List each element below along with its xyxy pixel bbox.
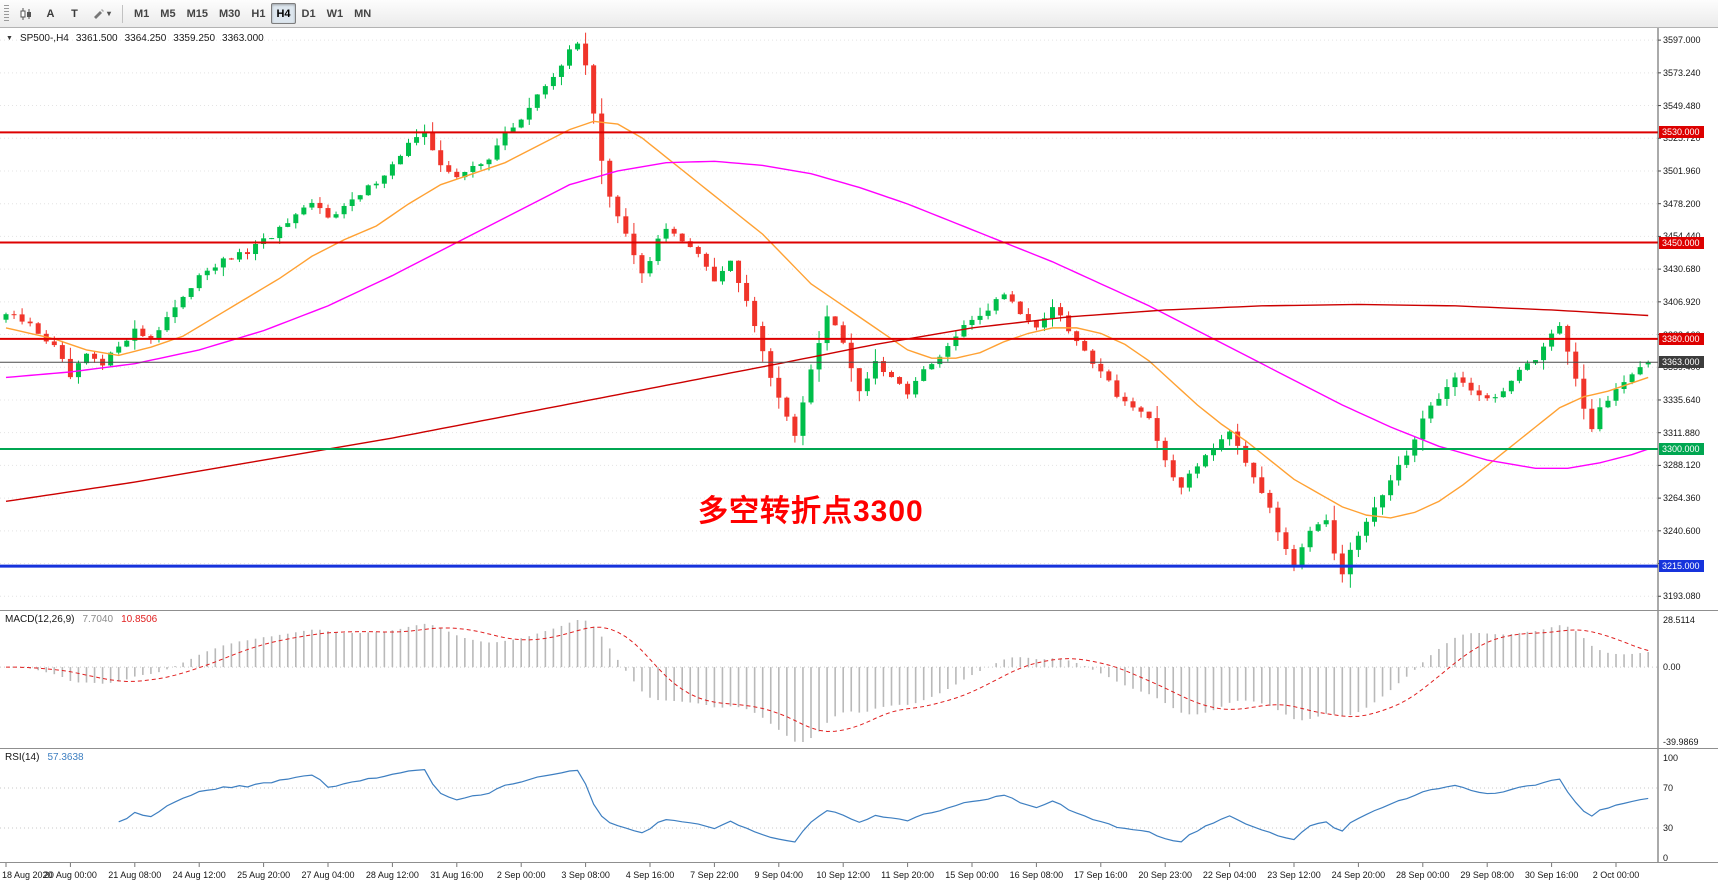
time-label: 31 Aug 16:00 [430, 870, 484, 880]
time-label: 23 Sep 12:00 [1267, 870, 1321, 880]
chevron-down-icon: ▾ [107, 9, 112, 18]
text-tool-button[interactable]: T [63, 3, 86, 24]
time-label: 18 Aug 2020 [2, 870, 53, 880]
time-label: 28 Sep 00:00 [1396, 870, 1450, 880]
time-label: 24 Aug 12:00 [172, 870, 226, 880]
time-label: 22 Sep 04:00 [1202, 870, 1257, 880]
price-gridlines [0, 39, 1658, 597]
time-label: 25 Aug 20:00 [237, 870, 291, 880]
pencil-icon [94, 9, 104, 19]
time-label: 30 Sep 16:00 [1524, 870, 1579, 880]
time-label: 9 Sep 04:00 [754, 870, 804, 880]
moving-average-medium[interactable] [5, 160, 1649, 470]
time-label: 17 Sep 16:00 [1074, 870, 1128, 880]
panel-splitter-macd[interactable] [0, 610, 1718, 611]
time-axis-border [0, 862, 1718, 863]
moving-average-fast[interactable] [5, 120, 1649, 519]
time-label: 27 Aug 04:00 [301, 870, 355, 880]
time-label: 3 Sep 08:00 [561, 870, 610, 880]
time-label: 16 Sep 08:00 [1009, 870, 1064, 880]
time-label: 11 Sep 20:00 [881, 870, 935, 880]
time-label: 28 Aug 12:00 [365, 870, 419, 880]
timeframe-button-m5[interactable]: M5 [155, 3, 180, 24]
time-label: 20 Aug 00:00 [43, 870, 97, 880]
time-label: 2 Sep 00:00 [496, 870, 546, 880]
time-label: 21 Aug 08:00 [108, 870, 162, 880]
timeframe-button-m30[interactable]: M30 [214, 3, 245, 24]
macd-signal-line [5, 626, 1649, 732]
timeframe-button-w1[interactable]: W1 [322, 3, 349, 24]
timeframe-button-d1[interactable]: D1 [297, 3, 321, 24]
timeframe-button-h1[interactable]: H1 [246, 3, 270, 24]
candles[interactable] [3, 32, 1651, 588]
candlestick-chart-icon [20, 7, 31, 20]
candlestick-chart-button[interactable] [14, 3, 38, 24]
drawing-tools-dropdown[interactable]: ▾ [87, 3, 116, 24]
time-label: 2 Oct 00:00 [1592, 870, 1640, 880]
time-label: 24 Sep 20:00 [1331, 870, 1386, 880]
timeframe-group: M1 M5 M15 M30 H1 H4 D1 W1 MN [129, 3, 376, 24]
toolbar-grip[interactable] [4, 4, 9, 23]
timeframe-button-mn[interactable]: MN [349, 3, 376, 24]
time-label: 20 Sep 23:00 [1138, 870, 1192, 880]
time-label: 15 Sep 00:00 [945, 870, 999, 880]
time-label: 4 Sep 16:00 [625, 870, 675, 880]
time-axis[interactable]: 18 Aug 2020 20 Aug 00:00 21 Aug 08:00 24 Au… [0, 863, 1718, 893]
time-label: 29 Sep 08:00 [1460, 870, 1514, 880]
timeframe-button-m15[interactable]: M15 [182, 3, 213, 24]
toolbar: A T ▾ M1 M5 M15 M30 H1 H4 D1 W1 MN [0, 0, 1718, 28]
toolbar-separator [122, 4, 124, 23]
timeframe-button-m1[interactable]: M1 [129, 3, 154, 24]
timeframe-button-h4[interactable]: H4 [271, 3, 296, 24]
time-label: 7 Sep 22:00 [690, 870, 739, 880]
macd-histogram [13, 620, 1649, 742]
rsi-line [118, 769, 1649, 843]
arrow-tool-button[interactable]: A [39, 3, 62, 24]
moving-average-slow[interactable] [5, 303, 1649, 503]
panel-splitter-rsi[interactable] [0, 748, 1718, 749]
time-label: 10 Sep 12:00 [816, 870, 870, 880]
